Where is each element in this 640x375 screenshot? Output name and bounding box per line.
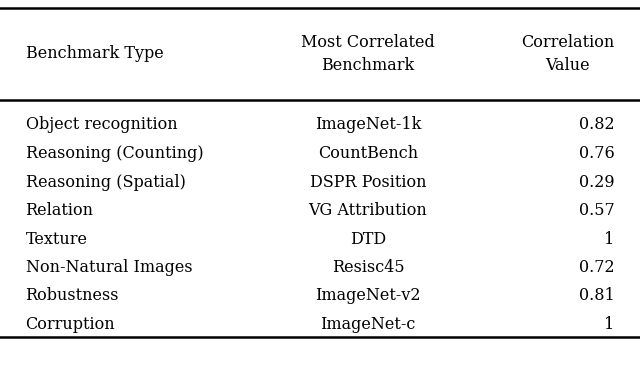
Text: VG Attribution: VG Attribution — [308, 202, 428, 219]
Text: 0.57: 0.57 — [579, 202, 614, 219]
Text: Reasoning (Spatial): Reasoning (Spatial) — [26, 174, 186, 190]
Text: ImageNet-1k: ImageNet-1k — [315, 117, 421, 134]
Text: 0.72: 0.72 — [579, 259, 614, 276]
Text: ImageNet-c: ImageNet-c — [320, 316, 416, 333]
Text: CountBench: CountBench — [318, 145, 418, 162]
Text: Reasoning (Counting): Reasoning (Counting) — [26, 145, 204, 162]
Text: ImageNet-v2: ImageNet-v2 — [316, 288, 420, 304]
Text: Most Correlated
Benchmark: Most Correlated Benchmark — [301, 34, 435, 74]
Text: Object recognition: Object recognition — [26, 117, 177, 134]
Text: Robustness: Robustness — [26, 288, 119, 304]
Text: 0.76: 0.76 — [579, 145, 614, 162]
Text: Texture: Texture — [26, 231, 88, 248]
Text: DSPR Position: DSPR Position — [310, 174, 426, 190]
Text: DTD: DTD — [350, 231, 386, 248]
Text: Resisc45: Resisc45 — [332, 259, 404, 276]
Text: Corruption: Corruption — [26, 316, 115, 333]
Text: 0.81: 0.81 — [579, 288, 614, 304]
Text: Relation: Relation — [26, 202, 93, 219]
Text: 0.29: 0.29 — [579, 174, 614, 190]
Text: 1: 1 — [604, 231, 614, 248]
Text: 0.82: 0.82 — [579, 117, 614, 134]
Text: Benchmark Type: Benchmark Type — [26, 45, 163, 63]
Text: Non-Natural Images: Non-Natural Images — [26, 259, 192, 276]
Text: 1: 1 — [604, 316, 614, 333]
Text: Correlation
Value: Correlation Value — [521, 34, 614, 74]
